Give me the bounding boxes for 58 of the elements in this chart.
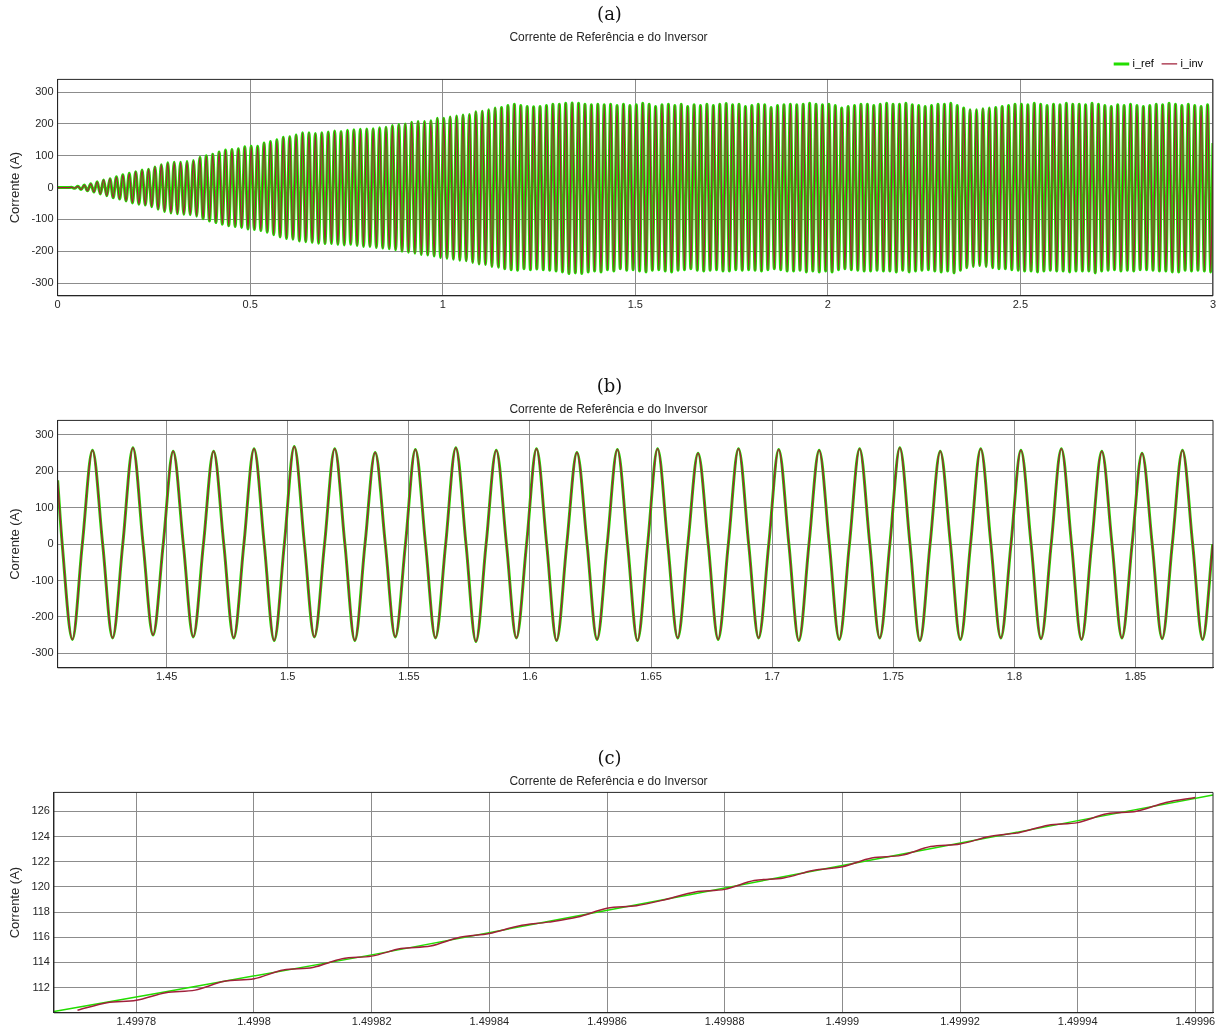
legend-label: i_ref (1132, 56, 1155, 69)
text: (b) (595, 374, 624, 398)
x-tick-label: 1.8 (1006, 670, 1023, 683)
y-tick-label: -200 (31, 609, 54, 622)
y-tick-label: 200 (35, 464, 54, 477)
x-tick-label: 1.4999 (825, 1015, 860, 1028)
x-tick-label: 1.49984 (469, 1015, 510, 1028)
x-tick-label: 1.75 (882, 670, 904, 683)
y-axis-title: Corrente (A) (7, 151, 23, 224)
x-tick-label: 2 (824, 298, 831, 311)
x-tick-label: 1.49988 (704, 1015, 745, 1028)
y-tick-label: 100 (35, 500, 54, 513)
chart-title: Corrente de Referência e do Inversor (509, 773, 708, 788)
x-tick-label: 1.55 (398, 670, 420, 683)
text: (c) (596, 746, 623, 770)
y-tick-label: -200 (31, 244, 54, 257)
y-tick-label: -100 (31, 212, 54, 225)
y-tick-label: 120 (31, 879, 50, 892)
x-tick-label: 1.49992 (940, 1015, 980, 1028)
x-tick-label: 1.49978 (116, 1015, 157, 1028)
legend-label: i_inv (1180, 56, 1204, 69)
y-tick-label: 124 (31, 829, 50, 842)
x-tick-label: 2.5 (1012, 298, 1029, 311)
y-tick-label: 0 (47, 537, 54, 550)
x-tick-label: 1.49996 (1175, 1015, 1216, 1028)
y-tick-label: 200 (35, 116, 54, 129)
x-tick-label: 1.49994 (1057, 1015, 1098, 1028)
x-tick-label: 1.49982 (351, 1015, 392, 1028)
x-tick-label: 1.65 (640, 670, 662, 683)
y-tick-label: 118 (32, 905, 50, 918)
y-axis-title: Corrente (A) (7, 508, 23, 580)
x-tick-label: 1.49986 (587, 1015, 627, 1028)
chart-title: Corrente de Referência e do Inversor (509, 29, 708, 44)
y-tick-label: 100 (35, 148, 54, 161)
x-tick-label: 1.7 (764, 670, 780, 683)
x-tick-label: 1.5 (627, 298, 643, 311)
x-tick-label: 1.5 (280, 670, 296, 683)
x-tick-label: 1.85 (1124, 670, 1147, 683)
y-tick-label: 116 (32, 930, 50, 943)
y-tick-label: -100 (31, 573, 54, 586)
x-tick-label: 1.45 (155, 670, 178, 683)
x-tick-label: 1.4998 (237, 1015, 271, 1028)
y-tick-label: 300 (35, 85, 54, 98)
x-tick-label: 3 (1209, 298, 1216, 311)
y-tick-label: -300 (31, 646, 54, 659)
x-tick-label: 1 (439, 298, 446, 311)
chart-title: Corrente de Referência e do Inversor (509, 401, 708, 416)
y-tick-label: 122 (31, 854, 50, 867)
y-tick-label: 114 (32, 955, 50, 968)
y-tick-label: 0 (47, 180, 54, 193)
y-tick-label: 112 (32, 980, 50, 993)
x-tick-label: 0.5 (242, 298, 258, 311)
text: (a) (596, 2, 623, 26)
x-tick-label: 1.6 (522, 670, 538, 683)
y-tick-label: -300 (31, 276, 54, 289)
y-tick-label: 300 (35, 427, 54, 440)
y-tick-label: 126 (31, 804, 50, 817)
y-axis-title: Corrente (A) (7, 866, 23, 939)
